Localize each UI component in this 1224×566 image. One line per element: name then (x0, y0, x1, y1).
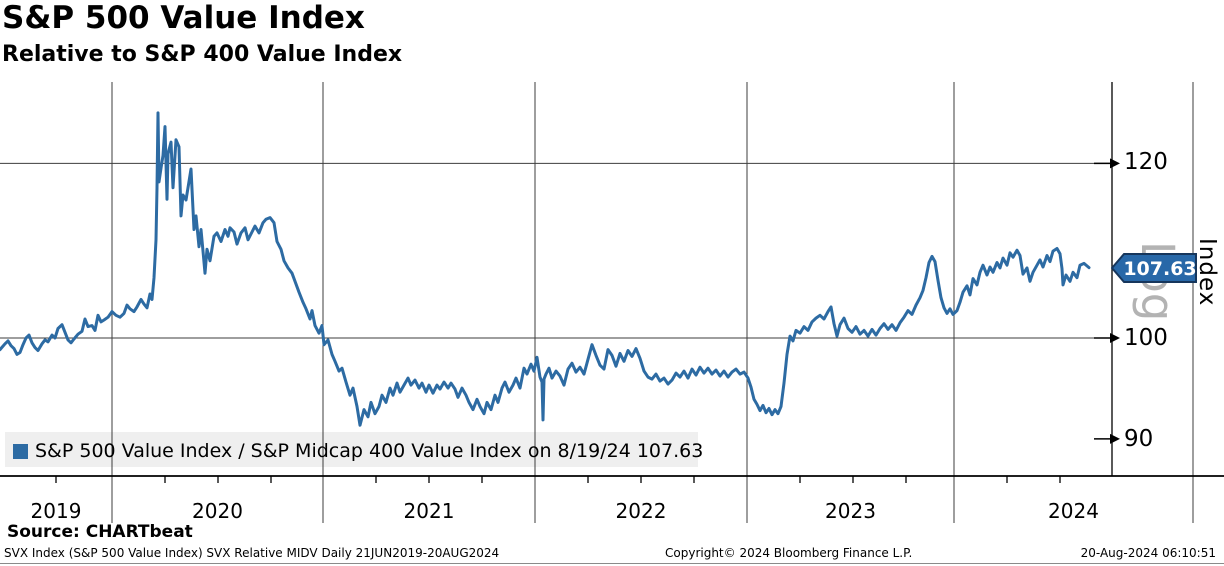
bottom-divider (0, 563, 1224, 564)
last-price-flag-icon (1110, 253, 1197, 283)
x-tick-label-2021: 2021 (403, 499, 455, 523)
last-price-value: 107.63 (1123, 258, 1196, 280)
y-tick-label-120: 120 (1124, 149, 1168, 175)
x-tick-label-2022: 2022 (615, 499, 667, 523)
x-tick-label-2024: 2024 (1048, 499, 1099, 523)
chart-subtitle: Relative to S&P 400 Value Index (2, 42, 403, 67)
last-price-tag: 107.63 (1110, 253, 1197, 283)
x-tick-label-2019: 2019 (30, 499, 82, 523)
source-label: Source: CHARTbeat (7, 522, 193, 542)
legend-swatch-icon (13, 443, 28, 459)
y-axis-title: Index (1194, 238, 1220, 307)
footer-meta: SVX Index (S&P 500 Value Index) SVX Rela… (4, 546, 500, 560)
legend-background (5, 432, 698, 467)
chart-title: S&P 500 Value Index (2, 0, 365, 36)
footer-copyright: Copyright© 2024 Bloomberg Finance L.P. (665, 546, 913, 560)
legend-label: S&P 500 Value Index / S&P Midcap 400 Val… (35, 440, 704, 462)
footer-timestamp: 20-Aug-2024 06:10:51 (1080, 546, 1216, 560)
x-tick-label-2023: 2023 (825, 499, 876, 523)
x-tick-label-2020: 2020 (192, 499, 243, 523)
y-tick-label-100: 100 (1124, 325, 1168, 351)
legend: S&P 500 Value Index / S&P Midcap 400 Val… (13, 440, 703, 462)
y-tick-label-90: 90 (1124, 426, 1154, 452)
